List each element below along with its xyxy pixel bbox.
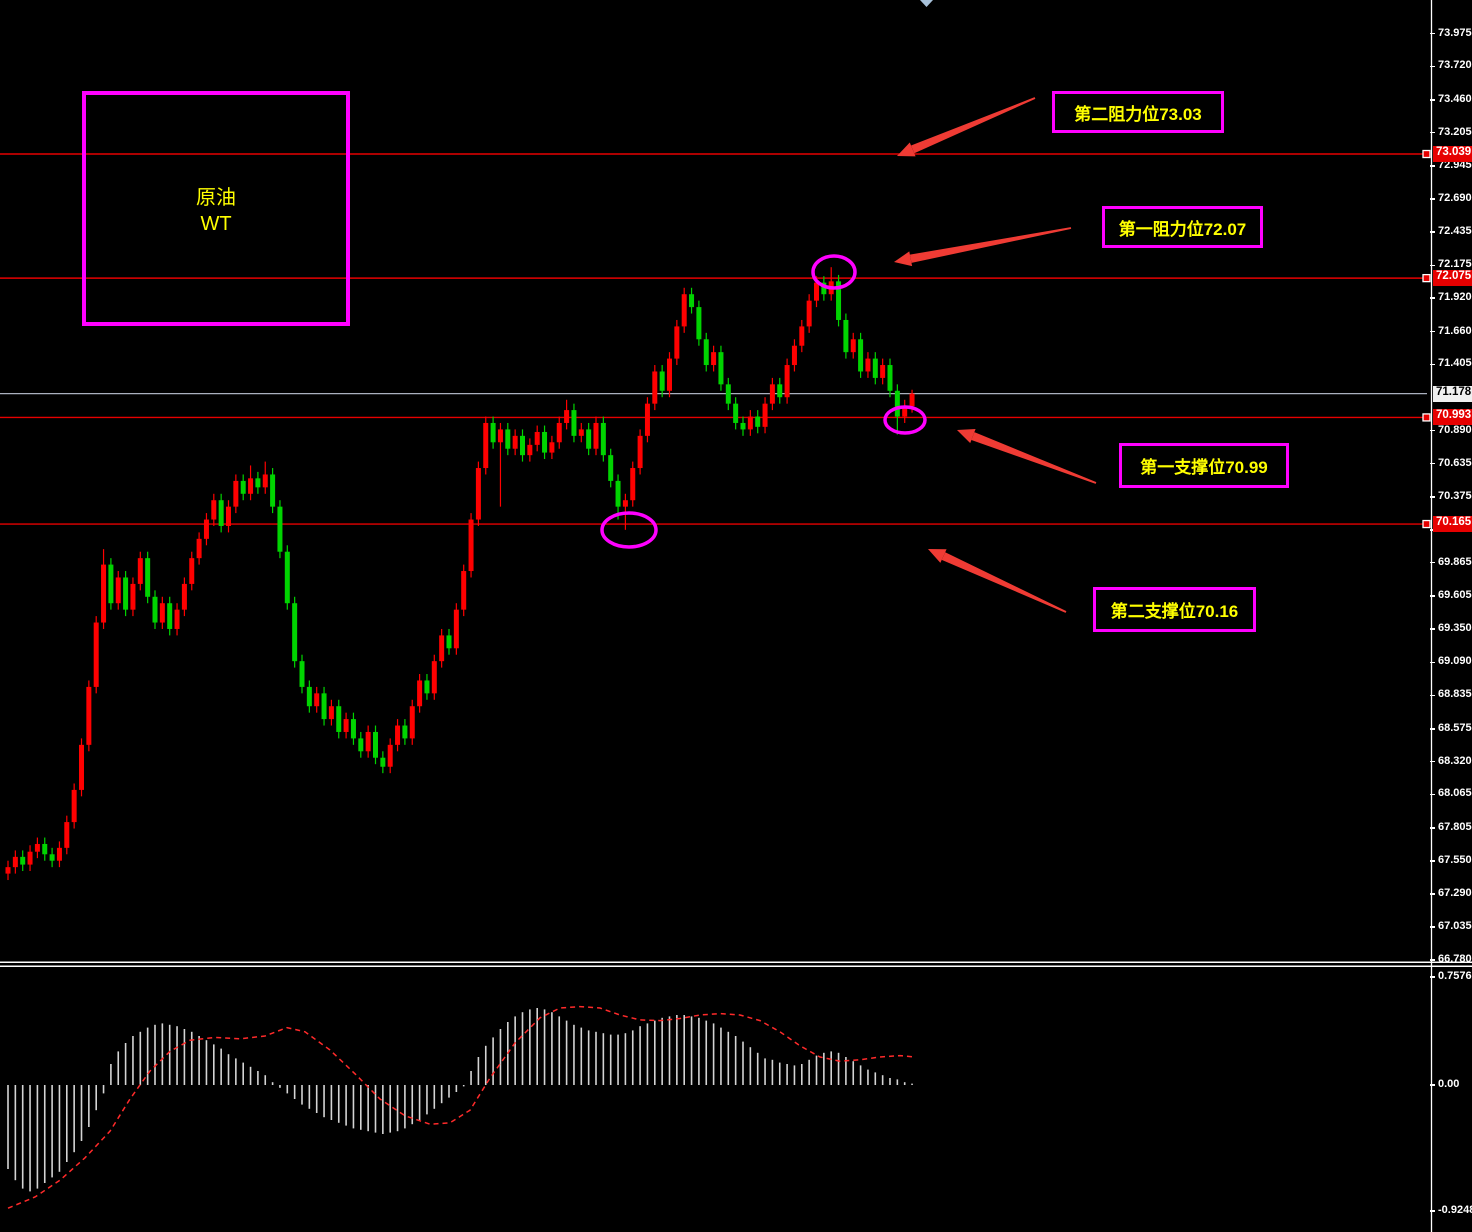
support-resistance-lines: [0, 149, 1431, 529]
chart-annotations: [600, 97, 1097, 613]
scroll-marker-icon: [920, 0, 933, 7]
symbol-name: 原油: [196, 187, 236, 209]
macd-histogram: [7, 1008, 913, 1192]
label-resistance-2[interactable]: 第二阻力位73.03: [1052, 91, 1224, 133]
label-resistance-1[interactable]: 第一阻力位72.07: [1102, 206, 1263, 248]
label-support-1[interactable]: 第一支撑位70.99: [1119, 443, 1289, 488]
candlesticks: [5, 267, 915, 881]
macd-signal-line: [7, 1005, 916, 1209]
symbol-code: WT: [200, 213, 232, 235]
symbol-annotation-box[interactable]: 原油 WT: [82, 91, 350, 326]
label-support-2[interactable]: 第二支撑位70.16: [1093, 587, 1256, 632]
